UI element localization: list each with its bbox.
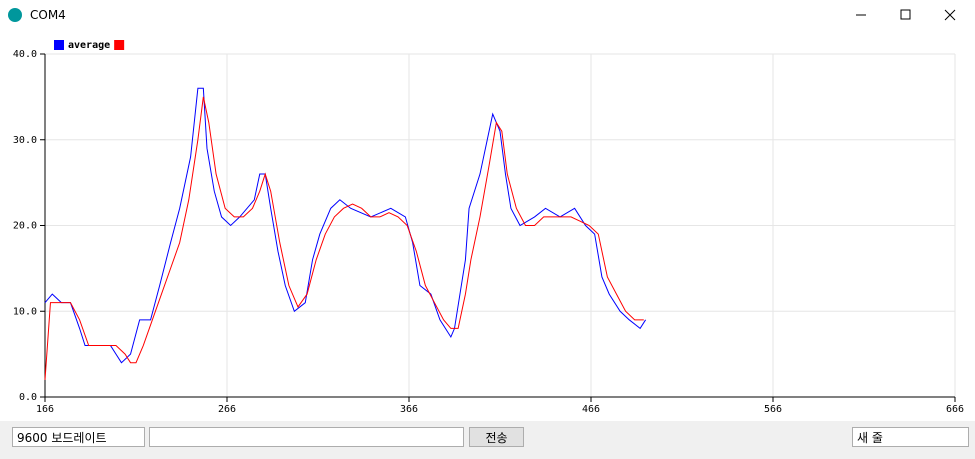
message-input[interactable] <box>149 427 464 447</box>
x-tick-label: 166 <box>36 404 54 415</box>
x-tick-label: 666 <box>946 404 964 415</box>
title-bar: COM4 <box>0 0 975 31</box>
maximize[interactable] <box>900 9 911 20</box>
series-line <box>44 87 647 364</box>
y-tick-label: 20.0 <box>13 221 37 232</box>
legend-label: average <box>68 40 110 51</box>
close[interactable] <box>944 9 956 21</box>
line-ending-select[interactable]: 새 줄 <box>852 427 969 447</box>
x-tick-label: 466 <box>582 404 600 415</box>
y-tick-label: 30.0 <box>13 135 37 146</box>
legend-swatch <box>114 40 125 50</box>
app-icon <box>8 8 22 22</box>
title-icons <box>8 8 956 22</box>
chart: 0.0 10.0 20.0 30.0 40.0 166 266 366 466 566 666 ave… <box>0 31 975 421</box>
y-tick-label: 40.0 <box>13 49 37 60</box>
x-tick-label: 566 <box>764 404 782 415</box>
y-tick-label: 0.0 <box>19 392 37 403</box>
legend-swatch <box>54 40 64 50</box>
window-title: COM4 <box>30 8 66 22</box>
send-button[interactable]: 전송 <box>469 427 524 447</box>
baud-select[interactable]: 9600 보드레이트 <box>12 427 145 447</box>
series-line <box>44 96 644 380</box>
y-tick-label: 10.0 <box>13 306 37 317</box>
x-tick-label: 366 <box>400 404 418 415</box>
x-tick-label: 266 <box>218 404 236 415</box>
